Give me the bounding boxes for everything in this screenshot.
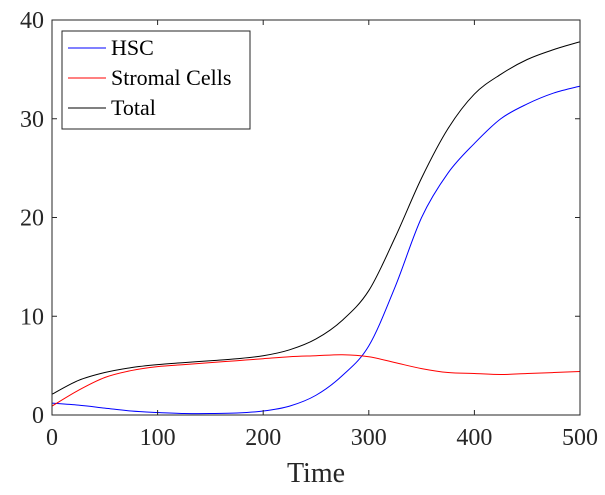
axes-layer: 0 100 200 300 400 500 0 10 20 30 40 [20, 8, 598, 451]
x-tick-label: 400 [456, 425, 492, 451]
x-tick-label: 500 [562, 425, 598, 451]
legend-label: Total [111, 95, 156, 120]
y-tick-label: 20 [20, 206, 44, 232]
y-tick-label: 30 [20, 107, 44, 133]
y-tick-label: 10 [20, 304, 44, 330]
series-layer [51, 41, 581, 415]
legend-label: Stromal Cells [111, 65, 231, 90]
x-tick-label: 100 [140, 425, 176, 451]
series-line-hsc [51, 85, 581, 415]
x-tick-label: 300 [351, 425, 387, 451]
x-axis-label: Time [287, 458, 345, 489]
series-line-total [51, 41, 581, 395]
legend: HSC Stromal Cells Total [61, 30, 251, 130]
legend-box [61, 30, 251, 130]
series-line-stromal-cells [51, 354, 581, 407]
y-tick-label: 0 [32, 403, 44, 429]
x-tick-label: 0 [46, 425, 58, 451]
legend-label: HSC [111, 35, 154, 60]
x-tick-label: 200 [245, 425, 281, 451]
y-tick-label: 40 [20, 8, 44, 34]
